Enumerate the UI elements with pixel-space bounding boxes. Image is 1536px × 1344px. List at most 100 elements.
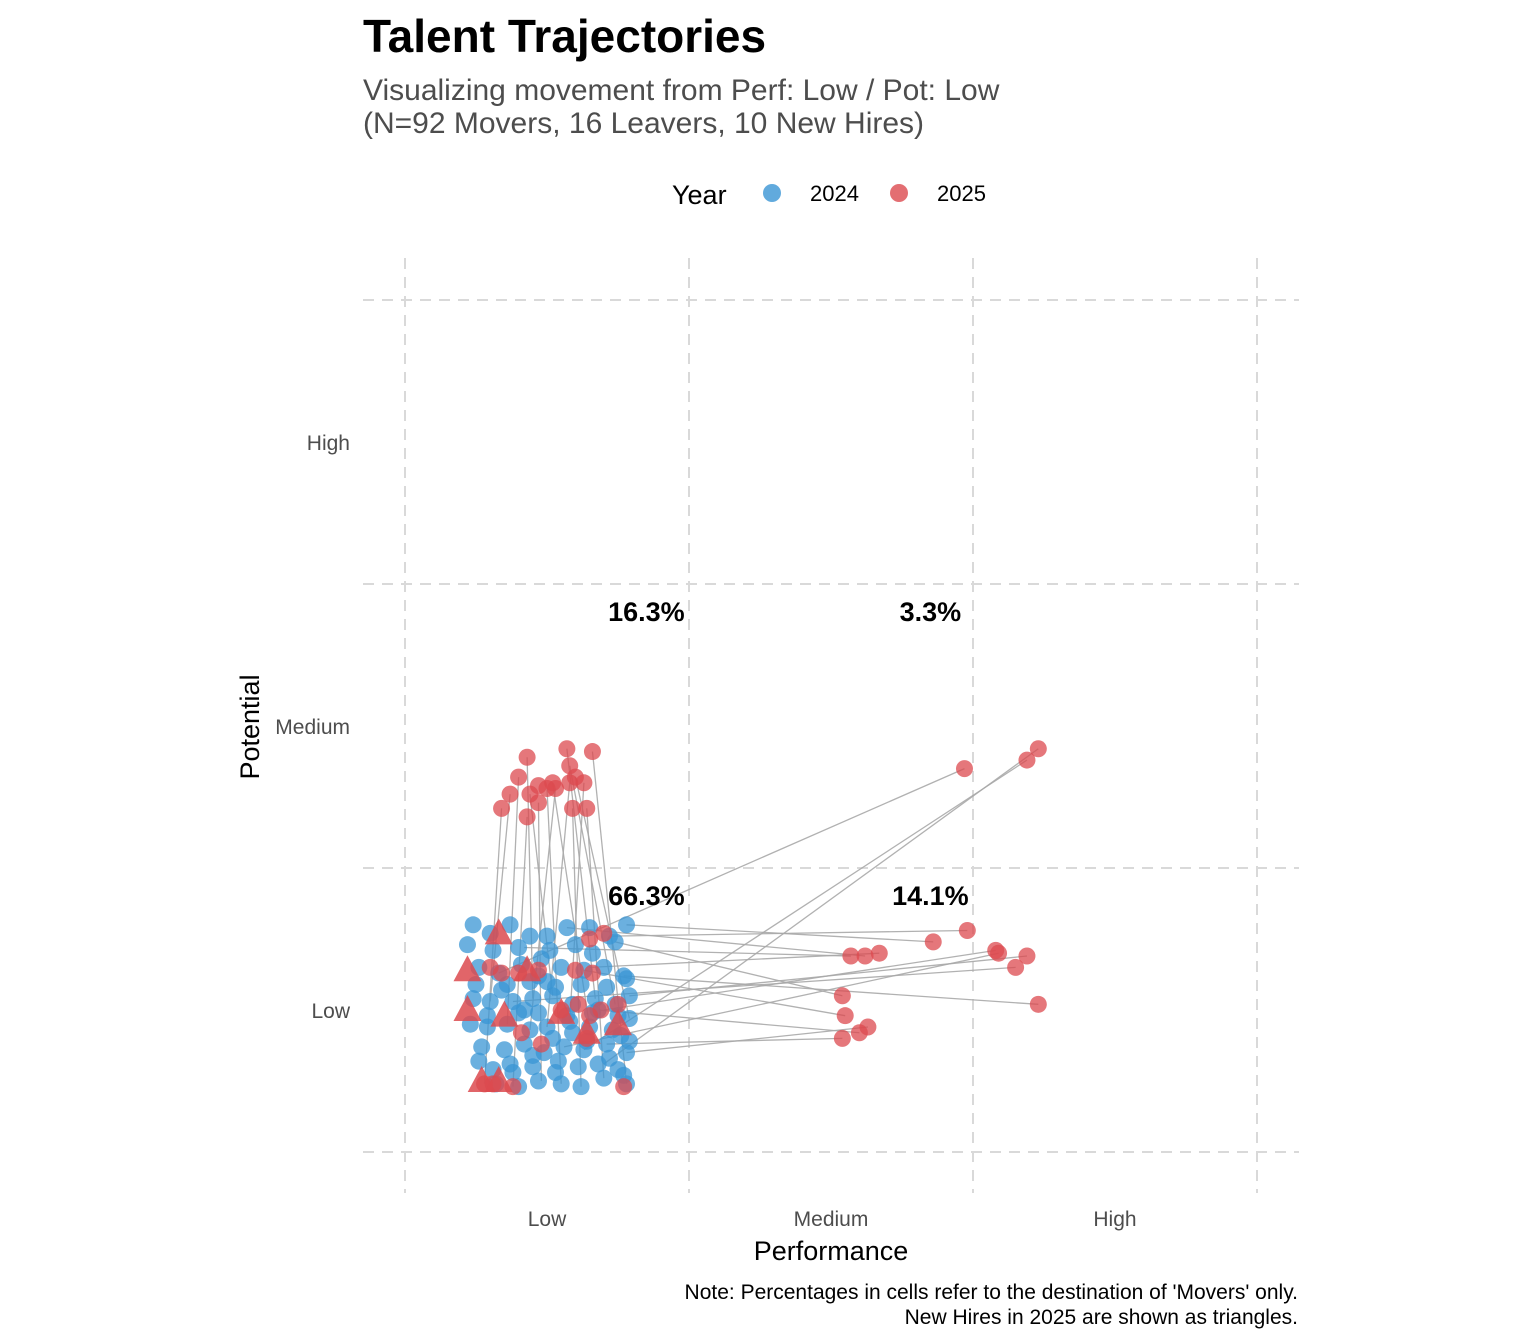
- point-2025-39: [1029, 740, 1047, 758]
- point-2025-30: [518, 808, 536, 826]
- point-2025-29: [510, 768, 528, 786]
- point-2024-48: [598, 1035, 616, 1053]
- point-2025-13: [569, 995, 587, 1013]
- legend-title: Year: [672, 180, 727, 210]
- point-2024-9: [458, 936, 476, 954]
- point-2025-38: [544, 774, 562, 792]
- point-2024-0: [464, 916, 482, 934]
- point-2025-14: [481, 958, 499, 976]
- cell-percentage-label: 3.3%: [900, 597, 962, 627]
- caption-line2: New Hires in 2025 are shown as triangles…: [905, 1306, 1298, 1329]
- point-2025-52: [836, 1007, 854, 1025]
- point-2024-25: [481, 992, 499, 1010]
- trajectory-line-25: [609, 929, 968, 937]
- point-2025-20: [493, 799, 511, 817]
- trajectory-line-8: [569, 782, 585, 1022]
- x-axis-title: Performance: [754, 1236, 909, 1266]
- point-2024-11: [510, 939, 528, 957]
- legend-swatch-2025: [890, 184, 908, 202]
- point-2025-41: [955, 760, 973, 778]
- point-2025-37: [566, 768, 584, 786]
- point-2025-16: [512, 1024, 530, 1042]
- legend-label-2024: 2024: [810, 181, 859, 206]
- point-2024-84: [501, 1055, 519, 1073]
- tick-labels: Low Medium High Low Medium High: [275, 432, 1136, 1231]
- point-2024-2: [501, 916, 519, 934]
- new-hire-triangle-5: [547, 997, 576, 1024]
- y-axis-title: Potential: [235, 674, 265, 779]
- new-hire-triangle-9: [484, 1066, 513, 1092]
- point-2024-4: [538, 927, 556, 945]
- point-2025-3: [566, 961, 584, 979]
- point-2025-53: [833, 1029, 851, 1047]
- point-2024-10: [484, 941, 502, 959]
- point-2024-86: [549, 1052, 567, 1070]
- point-2024-43: [495, 1041, 513, 1059]
- legend-swatch-2024: [763, 184, 781, 202]
- grid-lines: [363, 258, 1299, 1193]
- point-2025-55: [850, 1024, 868, 1042]
- y-tick-label: High: [307, 432, 350, 455]
- point-2025-42: [924, 933, 942, 951]
- point-2025-48: [990, 944, 1008, 962]
- point-2025-46: [856, 947, 874, 965]
- cell-percentages: 66.3% 14.1% 16.3% 3.3%: [608, 597, 969, 911]
- cell-percentage-label: 14.1%: [892, 881, 969, 911]
- point-2024-69: [572, 975, 590, 993]
- point-2024-62: [572, 1078, 590, 1096]
- new-hire-triangle-2: [513, 955, 542, 982]
- point-2024-20: [552, 958, 570, 976]
- point-2025-47: [870, 944, 888, 962]
- point-2024-8: [618, 916, 636, 934]
- chart-title: Talent Trajectories: [363, 10, 766, 62]
- cell-percentage-label: 66.3%: [608, 881, 685, 911]
- point-2025-25: [578, 799, 596, 817]
- new-hire-triangle-4: [490, 1000, 519, 1027]
- new-hire-triangle-1: [484, 918, 513, 945]
- point-2025-4: [583, 964, 601, 982]
- point-2025-18: [592, 1001, 610, 1019]
- point-2025-56: [1029, 995, 1047, 1013]
- point-2024-60: [529, 1072, 547, 1090]
- new-hire-triangle-6: [604, 1009, 632, 1036]
- trajectory-line-32: [606, 1037, 843, 1045]
- point-2025-11: [532, 1035, 550, 1053]
- point-2024-79: [515, 1001, 533, 1019]
- x-tick-label: Low: [528, 1208, 567, 1231]
- point-2024-70: [598, 978, 616, 996]
- trajectory-line-23: [589, 952, 880, 969]
- point-2025-40: [1018, 751, 1036, 769]
- point-2025-32: [521, 785, 539, 803]
- trajectory-line-27: [563, 952, 999, 1048]
- point-2024-88: [600, 1049, 618, 1067]
- trajectory-line-34: [598, 1009, 860, 1034]
- trajectory-line-19: [603, 748, 1039, 1065]
- point-2024-72: [478, 1007, 496, 1025]
- point-2024-50: [470, 1052, 488, 1070]
- point-2025-43: [958, 921, 976, 939]
- trajectory-line-26: [603, 949, 996, 1011]
- point-2025-0: [595, 924, 613, 942]
- point-2025-45: [842, 947, 860, 965]
- x-tick-label: Medium: [794, 1208, 869, 1231]
- point-2025-49: [1018, 947, 1036, 965]
- point-2025-34: [583, 743, 601, 761]
- new-hire-triangle-0: [453, 955, 482, 982]
- trajectory-line-30: [615, 941, 843, 997]
- points-2025: [476, 740, 1047, 1096]
- point-2024-74: [529, 1004, 547, 1022]
- new-hire-triangle-3: [453, 995, 482, 1021]
- y-tick-label: Medium: [275, 716, 350, 739]
- point-2025-51: [833, 987, 851, 1005]
- legend: Year 2024 2025: [672, 180, 986, 210]
- new-hire-triangles: [453, 918, 632, 1092]
- point-2024-63: [595, 1069, 613, 1087]
- point-2025-24: [564, 799, 582, 817]
- point-2024-13: [566, 936, 584, 954]
- point-2025-31: [501, 785, 519, 803]
- point-2024-61: [552, 1075, 570, 1093]
- point-2024-55: [569, 1058, 587, 1076]
- point-2024-3: [521, 927, 539, 945]
- point-2025-33: [558, 740, 576, 758]
